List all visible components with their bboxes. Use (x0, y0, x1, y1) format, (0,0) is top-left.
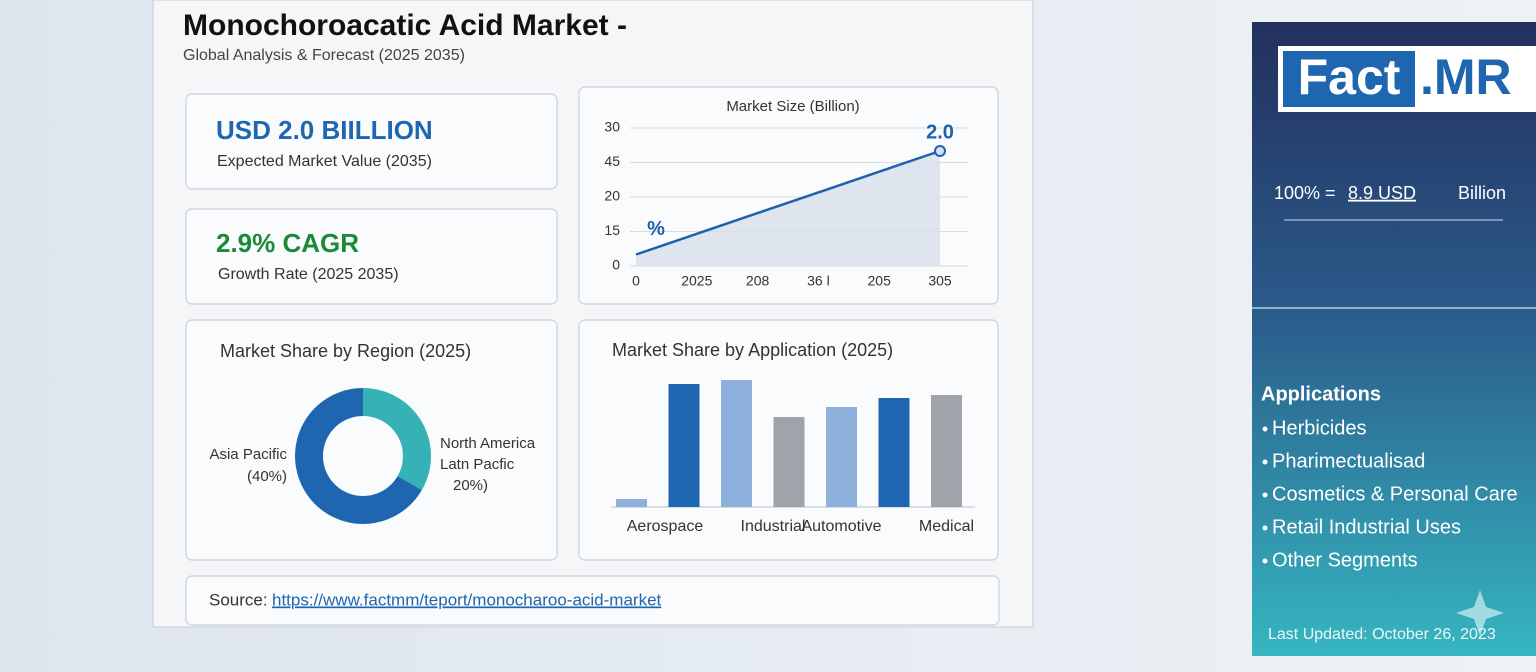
kpi-value: 2.9% CAGR (216, 228, 359, 258)
y-tick-label: 15 (604, 222, 620, 238)
source-label: Source: (209, 590, 268, 609)
sparkle-icon (1456, 590, 1504, 636)
logo-text: Fact (1298, 49, 1401, 105)
x-tick-label: Aerospace (627, 518, 704, 535)
share-value: 8.9 USD (1348, 183, 1416, 203)
source-card (185, 575, 1000, 626)
slice-value: 20%) (453, 477, 488, 494)
kpi-label: Expected Market Value (2035) (217, 153, 432, 170)
line (635, 149, 941, 256)
bullet (1262, 492, 1268, 498)
slice-label-line: North America (440, 435, 536, 452)
area (636, 151, 940, 266)
chart-title: Market Share by Application (2025) (612, 340, 893, 360)
x-tick-label: Industrial (741, 518, 806, 535)
list-item: Retail Industrial Uses (1272, 516, 1461, 538)
y-tick-label: 20 (604, 188, 620, 204)
slice-label: North America Latn Pacfic (440, 435, 536, 473)
logo-text: .MR (1420, 49, 1512, 105)
sidebar (1252, 22, 1536, 656)
x-tick-label: 205 (868, 273, 892, 289)
bar (826, 407, 857, 507)
applications-heading: Applications (1261, 383, 1381, 405)
kpi-card (185, 93, 558, 190)
applications-list: Herbicides Pharimectualisad Cosmetics & Pe… (1262, 417, 1518, 571)
x-tick-label: 305 (928, 273, 952, 289)
bullet (1262, 558, 1268, 564)
list-item: Pharimectualisad (1272, 450, 1425, 472)
kpi-card (185, 208, 558, 305)
list-item: Cosmetics & Personal Care (1272, 483, 1518, 505)
bullet (1262, 426, 1268, 432)
bar (773, 417, 805, 507)
pie-chart-card (185, 319, 558, 561)
chart-title: Market Share by Region (2025) (220, 341, 471, 361)
x-tick-label: 36 l (807, 273, 830, 289)
bar (668, 384, 700, 507)
bar (878, 398, 910, 507)
end-point (934, 145, 946, 157)
logo-fill (1283, 51, 1415, 107)
slice-label: Asia Pacific (209, 446, 287, 463)
slice-label-line: Latn Pacfic (440, 456, 515, 473)
kpi-label: Growth Rate (2025 2035) (218, 266, 399, 283)
annotation: 2.0 (926, 121, 954, 143)
annotation: % (647, 218, 665, 240)
y-tick-label: 0 (612, 257, 620, 273)
x-tick-label: Automotive (801, 518, 881, 535)
x-tick-label: 208 (746, 273, 770, 289)
bar (931, 395, 962, 507)
list-item: Herbicides (1272, 417, 1366, 439)
list-item: Other Segments (1272, 549, 1418, 571)
pie-slice (363, 388, 431, 490)
last-updated: Last Updated: October 26, 2023 (1268, 626, 1496, 643)
x-tick-label: Medical (919, 518, 974, 535)
chart-title: Market Size (Billion) (726, 98, 859, 115)
x-tick-label: 2025 (681, 273, 712, 289)
slice-value: (40%) (247, 468, 287, 485)
source-link[interactable]: https://www.factmm/teport/monocharoo-aci… (272, 590, 662, 609)
kpi-value: USD 2.0 BIILLION (216, 115, 433, 145)
bar (721, 380, 752, 507)
title: Monochoroacatic Acid Market - (183, 9, 627, 42)
share-unit: Billion (1458, 183, 1506, 203)
bar (616, 499, 647, 507)
bullet (1262, 459, 1268, 465)
bullet (1262, 525, 1268, 531)
subtitle: Global Analysis & Forecast (2025 2035) (183, 47, 465, 64)
y-tick-label: 30 (604, 119, 620, 135)
share-label: 100% = (1274, 183, 1336, 203)
x-tick-label: 0 (632, 273, 640, 289)
pie-slice (294, 388, 422, 524)
y-tick-label: 45 (604, 153, 620, 169)
